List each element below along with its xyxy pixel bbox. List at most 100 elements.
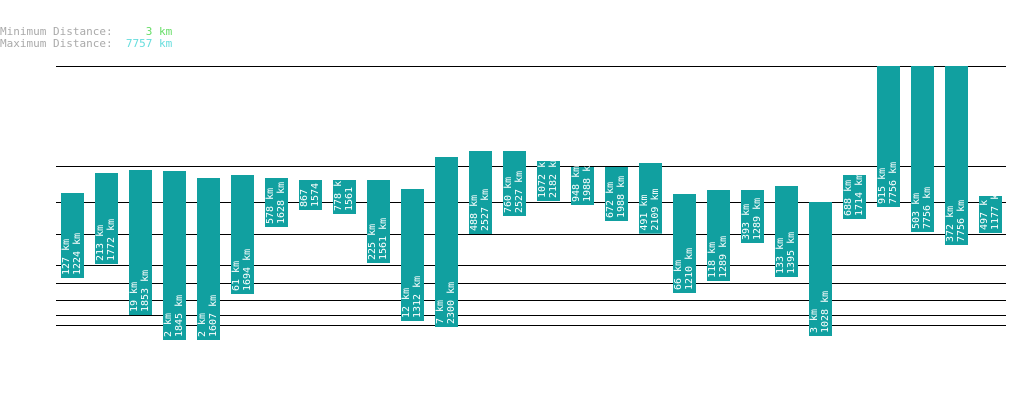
bar-max-label: 2109 km [650,189,661,231]
bar-rect [809,202,832,336]
bar-rect [163,171,186,340]
bar-rect [367,180,390,263]
bar-min-label: 497 k [979,200,990,230]
bar-min-label: 488 km [469,195,480,231]
range-bar: 867 1574 [299,180,322,210]
bar-max-label: 1574 [310,183,321,207]
bar-rect [571,167,594,205]
bar-max-label: 1694 km [242,249,253,291]
bar-max-label: 1853 km [140,270,151,312]
range-bar: 778 k 1561 k [333,175,356,214]
range-bar: 948 km 1988 km [571,160,594,205]
bar-rect [673,194,696,293]
bar-max-label: 1772 km [106,219,117,261]
bar-min-label: 688 km [843,180,854,216]
range-bar: 12 km 1312 km [401,189,424,321]
bar-max-label: 1988 km [582,160,593,202]
range-bar: 672 km 1988 km [605,167,628,221]
bar-rect [129,170,152,315]
bar-min-label: 118 km [707,242,718,278]
bar-min-label: 225 km [367,224,378,260]
bar-max-label: 1224 km [72,233,83,275]
bar-max-label: 1561 k [344,175,355,211]
bar-rect [95,173,118,264]
bar-max-label: 7756 km [956,200,967,242]
bar-min-label: 61 km [231,261,242,291]
bar-min-label: 672 km [605,182,616,218]
range-bar: 2 km 1845 km [163,171,186,340]
bar-rect [299,180,322,210]
range-bar: 372 km 7756 km [945,66,968,245]
range-bar: 133 km 1395 km [775,186,798,277]
range-bar: 915 km 7756 km [877,66,900,207]
bar-rect [231,175,254,294]
range-bar: 491 km 2109 km [639,163,662,234]
bar-max-label: 1312 km [412,276,423,318]
bar-rect [877,66,900,207]
bar-rect [537,161,560,201]
bar-max-label: 1210 km [684,248,695,290]
bar-max-label: 1988 km [616,176,627,218]
bar-rect [435,157,458,327]
bar-rect [197,178,220,340]
bar-min-label: 393 km [741,204,752,240]
range-bar: 61 km 1694 km [231,175,254,294]
bar-rect [333,180,356,214]
bar-max-label: 1561 km [378,218,389,260]
bar-min-label: 1072 k [537,162,548,198]
bar-min-label: 127 km [61,239,72,275]
range-bar: 213 km 1772 km [95,173,118,264]
bar-max-label: 1289 km [718,236,729,278]
range-bar: 503 km 7756 km [911,66,934,232]
range-bar: 760 km 2527 km [503,151,526,216]
bar-rect [639,163,662,234]
bar-min-label: 778 k [333,181,344,211]
bar-rect [775,186,798,277]
bar-min-label: 760 km [503,177,514,213]
bar-min-label: 133 km [775,238,786,274]
bar-rect [265,178,288,227]
min-distance-label: Minimum Distance: [0,25,113,38]
bar-rect [707,190,730,281]
bar-max-label: 7756 km [888,162,899,204]
range-bar: 118 km 1289 km [707,190,730,281]
range-bar: 7 km 2300 km [435,157,458,327]
range-bar: 127 km 1224 km [61,193,84,278]
bar-min-label: 503 km [911,193,922,229]
bar-rect [503,151,526,216]
bar-rect [911,66,934,232]
bar-max-label: 1395 km [786,232,797,274]
bar-max-label: 1714 km [854,174,865,216]
range-bar: 488 km 2527 km [469,151,492,234]
bar-min-label: 66 km [673,260,684,290]
bar-rect [469,151,492,234]
bar-max-label: 2300 km [446,282,457,324]
bar-min-label: 213 km [95,225,106,261]
bar-rect [741,190,764,243]
range-bar: 3 km 1028 km [809,202,832,336]
range-bar: 2 km 1607 km [197,178,220,340]
min-distance-value: 3 km [145,25,173,38]
max-distance-label: Maximum Distance: [0,37,113,50]
range-bar: 578 km 1628 km [265,178,288,227]
bar-min-label: 372 km [945,206,956,242]
bar-min-label: 2 km [197,313,208,337]
bar-min-label: 867 [299,189,310,207]
bar-rect [979,196,1002,233]
max-distance-value: 7757 km [125,37,173,50]
bar-max-label: 1028 km [820,291,831,333]
bar-min-label: 491 km [639,195,650,231]
bar-min-label: 12 km [401,288,412,318]
bar-min-label: 7 km [435,300,446,324]
range-bar: 19 km 1853 km [129,170,152,315]
bar-rect [605,167,628,221]
bar-max-label: 1628 km [276,182,287,224]
bar-rect [843,175,866,219]
range-bar: 225 km 1561 km [367,180,390,263]
range-bar: 497 k 1177 k [979,194,1002,233]
bar-min-label: 915 km [877,168,888,204]
bar-rect [401,189,424,321]
bar-rect [945,66,968,245]
range-bar: 1072 k 2182 km [537,156,560,201]
bar-min-label: 2 km [163,313,174,337]
